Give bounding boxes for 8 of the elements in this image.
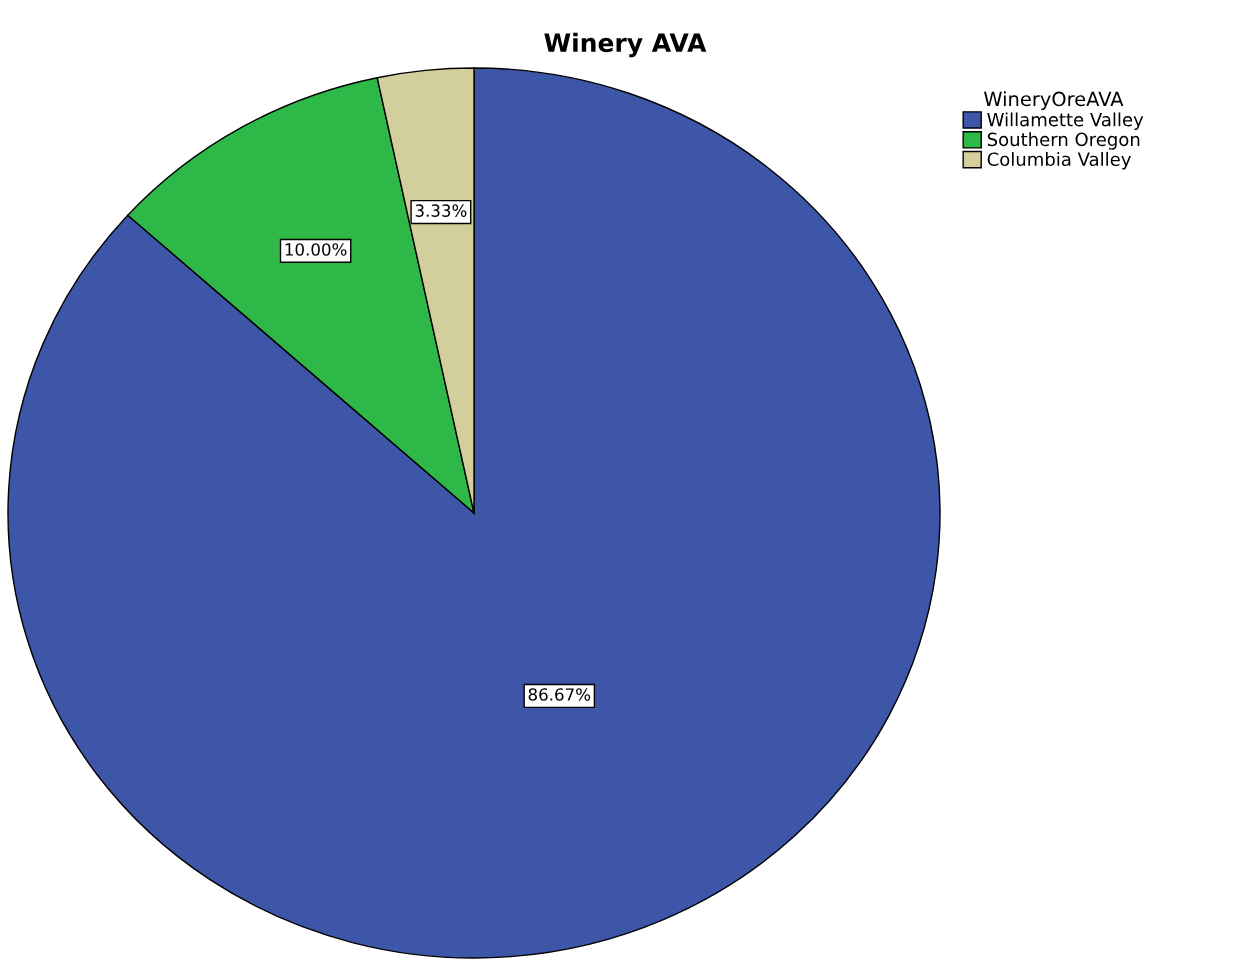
data-label: 10.00% xyxy=(285,243,347,256)
data-label: 3.33% xyxy=(415,204,467,217)
chart-title: Winery AVA xyxy=(544,32,707,58)
legend-label: Southern Oregon xyxy=(987,132,1140,150)
legend-label: Willamette Valley xyxy=(987,112,1144,130)
legend-label: Columbia Valley xyxy=(987,152,1131,170)
legend-title: WineryOreAVA xyxy=(983,91,1124,111)
data-label: 86.67% xyxy=(528,688,591,701)
